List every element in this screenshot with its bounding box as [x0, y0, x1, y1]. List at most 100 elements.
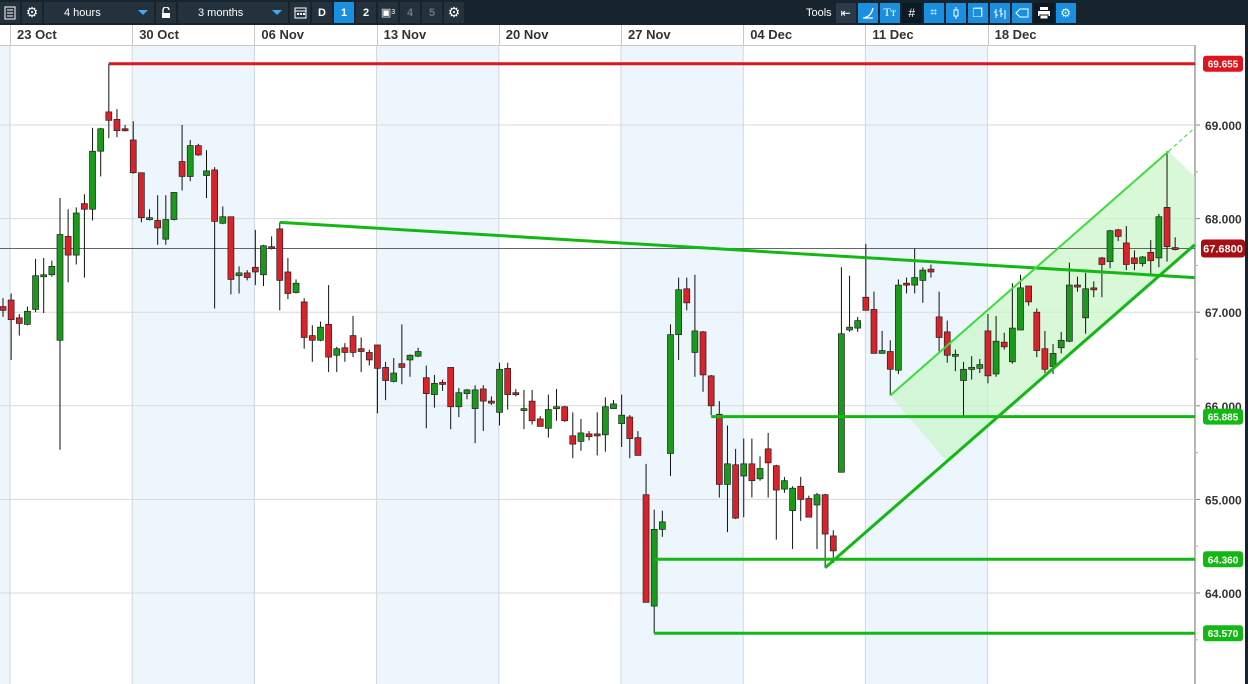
candle [1082, 272, 1089, 334]
grid-icon[interactable]: # [901, 2, 922, 23]
save-layout-button-3[interactable]: ▣ 3 [378, 2, 398, 23]
candle [683, 277, 691, 311]
calendar-icon[interactable] [290, 2, 310, 23]
price-axis-label: 67.000 [1205, 306, 1242, 320]
candles [0, 63, 1179, 634]
candle [40, 257, 48, 314]
candle [772, 464, 780, 540]
back-arrow-icon[interactable]: ⇤ [835, 2, 856, 23]
candle-body [365, 352, 373, 361]
candle [878, 330, 886, 354]
settings-icon[interactable]: ⚙ [1055, 2, 1076, 23]
candle-body [105, 111, 113, 121]
candle-body [732, 464, 739, 519]
candle-body [382, 367, 389, 381]
candle [97, 127, 105, 177]
candle [886, 340, 894, 396]
list-icon[interactable] [0, 2, 20, 23]
candle-body [325, 324, 332, 358]
date-label: 04 Dec [750, 27, 793, 42]
candle [528, 389, 536, 425]
candle-body [243, 272, 251, 278]
date-label: 30 Oct [139, 27, 179, 42]
candle-body [658, 521, 666, 530]
printer-icon[interactable] [1033, 2, 1054, 23]
candle [1171, 237, 1179, 251]
candle-body [479, 388, 487, 402]
layout-button-d[interactable]: D [312, 2, 332, 23]
candle [626, 415, 634, 459]
candle-body [1074, 284, 1081, 288]
candle [634, 431, 642, 456]
candle [756, 456, 764, 481]
candle [1041, 330, 1049, 374]
trendline-descending [279, 220, 1195, 280]
candle [390, 358, 398, 383]
layout-button-4[interactable]: 4 [400, 2, 420, 23]
ohlc-icon[interactable] [989, 2, 1010, 23]
gear-icon[interactable]: ⚙ [444, 2, 464, 23]
candle [365, 349, 373, 366]
candle-body [634, 437, 642, 456]
candle-body [870, 309, 878, 354]
candle-body [1171, 247, 1179, 250]
price-axis-label: 65.000 [1205, 493, 1242, 507]
candle [992, 315, 1000, 377]
curve-icon[interactable] [857, 2, 878, 23]
layers-icon[interactable]: ❐ [967, 2, 988, 23]
candle-icon[interactable] [945, 2, 966, 23]
candle [203, 150, 210, 199]
candle-body [1000, 341, 1008, 348]
candle-body [219, 216, 227, 224]
last-price-label-box [1201, 239, 1245, 258]
candle-body [1163, 207, 1171, 248]
candle-body [618, 414, 625, 424]
candle-body [64, 236, 72, 256]
candle [349, 315, 357, 358]
lock-icon[interactable] [156, 2, 176, 23]
candle-body [862, 296, 870, 311]
candle [1106, 229, 1114, 269]
date-label: 20 Nov [505, 27, 549, 42]
date-separator [865, 25, 867, 45]
draw-grid-icon[interactable]: ⌗ [923, 2, 944, 23]
candle-body [813, 494, 821, 506]
candle-body [1041, 348, 1049, 370]
candle [813, 492, 821, 550]
candle [243, 270, 251, 281]
candle [292, 279, 300, 294]
range-dropdown[interactable]: 3 months [178, 2, 288, 23]
candle-body [349, 335, 357, 353]
candle-body [968, 367, 976, 370]
layout-button-2[interactable]: 2 [356, 2, 376, 23]
date-separator [498, 25, 500, 45]
layout-button-5[interactable]: 5 [422, 2, 442, 23]
candle-body [724, 463, 731, 485]
candle [284, 257, 292, 300]
candle-body [764, 448, 772, 464]
candle-body [471, 389, 479, 409]
week-shade [376, 45, 499, 684]
candle-body [89, 150, 96, 210]
candle [1090, 281, 1098, 298]
candle [919, 267, 927, 303]
candle-body [170, 192, 178, 220]
layout-button-1[interactable]: 1 [334, 2, 354, 23]
level-label: 69.655 [1208, 60, 1239, 71]
candle-body [683, 288, 691, 304]
tag-icon[interactable] [1011, 2, 1032, 23]
candle-body [7, 299, 15, 321]
candle [1131, 250, 1138, 271]
candle-body [854, 320, 862, 329]
candle-body [553, 406, 560, 410]
candle-body [789, 487, 796, 511]
interval-dropdown[interactable]: 4 hours [44, 2, 154, 23]
gear-icon[interactable]: ⚙ [22, 2, 42, 23]
save-icon: ▣ [380, 7, 392, 19]
candle-body [414, 351, 422, 357]
text-icon[interactable]: Tт [879, 2, 900, 23]
candle-body [528, 400, 536, 422]
candle [805, 495, 813, 518]
candle [732, 448, 739, 520]
